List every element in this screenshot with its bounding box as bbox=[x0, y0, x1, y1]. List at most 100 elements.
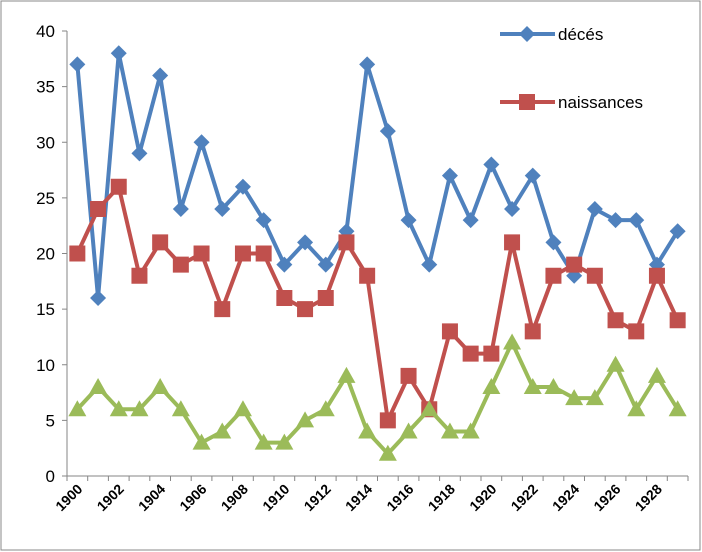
point bbox=[461, 422, 480, 439]
point bbox=[297, 301, 314, 318]
point bbox=[317, 290, 334, 306]
point bbox=[462, 212, 479, 229]
legend-label: décés bbox=[558, 25, 603, 44]
point bbox=[110, 178, 127, 195]
point bbox=[378, 444, 397, 461]
point bbox=[379, 412, 396, 429]
point bbox=[483, 156, 500, 173]
point bbox=[400, 212, 417, 229]
point bbox=[316, 400, 335, 417]
point bbox=[131, 145, 148, 162]
point bbox=[504, 201, 521, 217]
point bbox=[317, 256, 334, 273]
point bbox=[109, 400, 128, 417]
point bbox=[628, 212, 645, 229]
point bbox=[255, 212, 272, 229]
point bbox=[152, 67, 169, 84]
point bbox=[379, 123, 396, 140]
point bbox=[441, 167, 458, 184]
point bbox=[69, 56, 86, 73]
point bbox=[130, 400, 149, 417]
y-tick-label: 5 bbox=[46, 411, 55, 430]
y-tick-label: 30 bbox=[36, 133, 55, 152]
point bbox=[255, 245, 272, 262]
point bbox=[400, 367, 417, 384]
point bbox=[545, 234, 562, 251]
point bbox=[297, 234, 314, 251]
point bbox=[296, 411, 315, 428]
point bbox=[669, 223, 686, 240]
point bbox=[566, 256, 583, 273]
point bbox=[523, 378, 542, 394]
point bbox=[172, 201, 189, 217]
point bbox=[213, 422, 232, 439]
legend-marker bbox=[519, 26, 535, 42]
point bbox=[565, 389, 584, 406]
point bbox=[276, 290, 293, 306]
point bbox=[131, 267, 148, 284]
point bbox=[171, 400, 190, 417]
point bbox=[504, 234, 521, 251]
point bbox=[606, 355, 625, 372]
y-tick-label: 40 bbox=[36, 22, 55, 41]
point bbox=[482, 378, 501, 394]
y-tick-label: 15 bbox=[36, 300, 55, 319]
point bbox=[89, 378, 108, 394]
point bbox=[359, 56, 376, 73]
point bbox=[607, 312, 624, 329]
y-tick-label: 35 bbox=[36, 78, 55, 97]
point bbox=[607, 212, 624, 229]
point bbox=[193, 245, 210, 262]
point bbox=[524, 167, 541, 184]
point bbox=[503, 333, 522, 350]
point bbox=[524, 323, 541, 340]
point bbox=[586, 267, 603, 284]
y-tick-label: 20 bbox=[36, 245, 55, 264]
point bbox=[586, 201, 603, 217]
legend-marker bbox=[519, 94, 535, 110]
point bbox=[628, 323, 645, 340]
point bbox=[234, 245, 251, 262]
point bbox=[627, 400, 646, 417]
point bbox=[214, 201, 231, 217]
point bbox=[214, 301, 231, 318]
point bbox=[668, 400, 687, 417]
point bbox=[337, 366, 356, 383]
point bbox=[421, 256, 438, 273]
point bbox=[648, 267, 665, 284]
point bbox=[440, 422, 459, 439]
point bbox=[254, 433, 273, 450]
point bbox=[69, 245, 86, 262]
point bbox=[234, 178, 251, 195]
point bbox=[192, 433, 211, 450]
point bbox=[233, 400, 252, 417]
point bbox=[151, 378, 170, 394]
point bbox=[545, 267, 562, 284]
point bbox=[193, 134, 210, 151]
y-tick-label: 0 bbox=[46, 467, 55, 486]
point bbox=[669, 312, 686, 329]
point bbox=[110, 45, 127, 62]
point bbox=[172, 256, 189, 273]
point bbox=[544, 378, 563, 394]
point bbox=[483, 345, 500, 362]
point bbox=[358, 422, 377, 439]
legend-label: naissances bbox=[558, 93, 643, 112]
point bbox=[647, 366, 666, 383]
point bbox=[420, 400, 439, 417]
point bbox=[338, 234, 355, 251]
point bbox=[462, 345, 479, 362]
point bbox=[399, 422, 418, 439]
y-tick-label: 25 bbox=[36, 189, 55, 208]
point bbox=[90, 201, 107, 217]
point bbox=[90, 290, 107, 306]
point bbox=[275, 433, 294, 450]
y-tick-label: 10 bbox=[36, 356, 55, 375]
point bbox=[441, 323, 458, 340]
point bbox=[276, 256, 293, 273]
point bbox=[359, 267, 376, 284]
point bbox=[152, 234, 169, 251]
